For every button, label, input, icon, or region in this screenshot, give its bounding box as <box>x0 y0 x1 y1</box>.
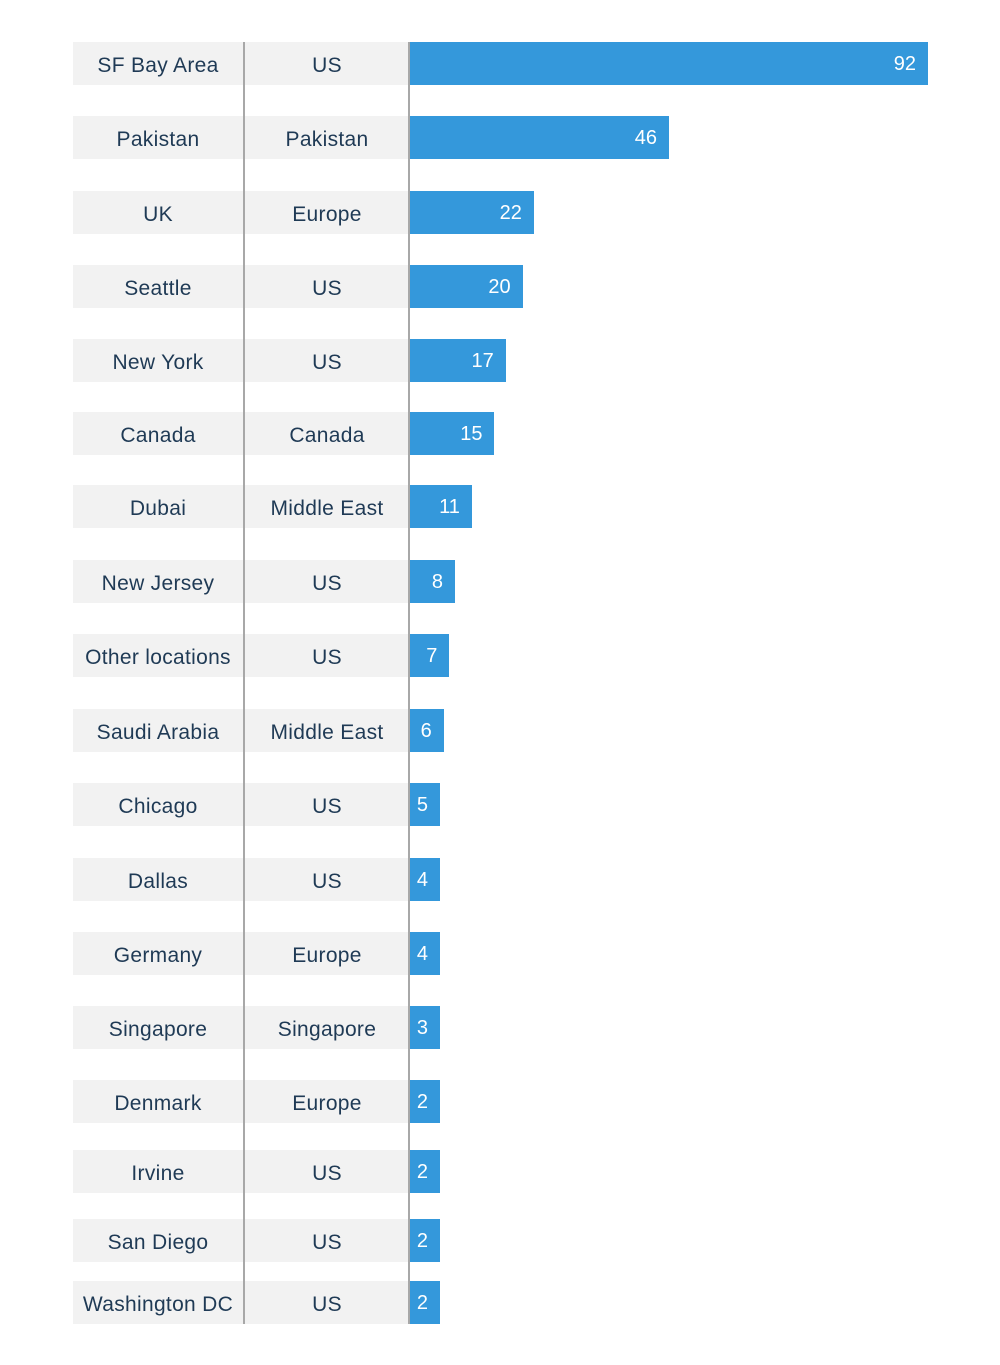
table-row <box>73 484 408 528</box>
location-label: New Jersey <box>101 571 215 595</box>
location-label: Denmark <box>114 1091 202 1115</box>
location-label: Seattle <box>124 276 192 300</box>
location-label: Germany <box>113 943 203 967</box>
bar-value-label: 17 <box>471 349 494 372</box>
table-row <box>73 1005 408 1049</box>
bar <box>410 190 534 234</box>
location-label: UK <box>143 202 173 226</box>
table-row <box>73 1280 408 1324</box>
table-row <box>73 857 408 901</box>
bar <box>410 1005 440 1049</box>
location-label: San Diego <box>107 1230 209 1254</box>
location-label: Washington DC <box>82 1292 234 1316</box>
location-label: Chicago <box>118 794 198 818</box>
region-label: US <box>312 350 342 374</box>
region-label: US <box>312 1292 342 1316</box>
table-row <box>73 931 408 975</box>
table-row <box>73 708 408 752</box>
region-label: US <box>312 1230 342 1254</box>
region-label: US <box>312 571 342 595</box>
region-label: Middle East <box>270 496 384 520</box>
bar-value-label: 6 <box>420 719 432 742</box>
bar-value-label: 4 <box>416 942 428 965</box>
region-label: Pakistan <box>285 127 369 151</box>
region-label: Singapore <box>277 1017 377 1041</box>
table-row <box>73 264 408 308</box>
location-label: Irvine <box>131 1161 185 1185</box>
bar <box>410 1079 440 1123</box>
table-row <box>73 1079 408 1123</box>
region-label: US <box>312 869 342 893</box>
bar <box>410 782 440 826</box>
bar <box>410 338 506 382</box>
bar-value-label: 20 <box>488 275 511 298</box>
region-label: US <box>312 645 342 669</box>
table-row <box>73 633 408 677</box>
bar <box>410 411 495 455</box>
bar-value-label: 11 <box>439 495 460 518</box>
bar-value-label: 2 <box>416 1229 428 1252</box>
table-row <box>73 559 408 603</box>
bar <box>410 41 928 85</box>
bar <box>410 1149 440 1193</box>
bar <box>410 115 669 159</box>
bar <box>410 857 440 901</box>
bar <box>410 931 440 975</box>
location-label: New York <box>112 350 204 374</box>
location-label: Singapore <box>108 1017 208 1041</box>
bar <box>410 1218 440 1262</box>
table-row <box>73 1149 408 1193</box>
bar <box>410 559 456 603</box>
location-label: Saudi Arabia <box>96 720 220 744</box>
location-label: Pakistan <box>116 127 200 151</box>
bar-value-label: 46 <box>634 126 657 149</box>
location-label: Dallas <box>127 869 189 893</box>
location-label: Canada <box>120 423 196 447</box>
bar <box>410 264 523 308</box>
location-label: Other locations <box>85 645 231 669</box>
region-label: Europe <box>292 943 362 967</box>
table-row <box>73 782 408 826</box>
region-label: US <box>312 1161 342 1185</box>
bar-value-label: 4 <box>416 868 428 891</box>
bar <box>410 1280 440 1324</box>
bar-value-label: 2 <box>416 1160 428 1183</box>
bar-value-label: 92 <box>893 52 916 75</box>
table-row <box>73 411 408 455</box>
region-label: US <box>312 794 342 818</box>
bar-value-label: 5 <box>416 793 428 816</box>
region-label: Canada <box>289 423 365 447</box>
bar <box>410 633 450 677</box>
axis-divider <box>408 41 410 1324</box>
bar <box>410 484 472 528</box>
region-label: Middle East <box>270 720 384 744</box>
column-divider <box>243 41 245 1324</box>
bar-value-label: 22 <box>499 201 522 224</box>
region-label: US <box>312 276 342 300</box>
bar-value-label: 8 <box>431 570 444 593</box>
bar-value-label: 3 <box>416 1016 428 1039</box>
table-row <box>73 338 408 382</box>
table-row <box>73 190 408 234</box>
location-label: SF Bay Area <box>97 53 219 77</box>
region-label: US <box>312 53 342 77</box>
bar <box>410 708 444 752</box>
table-row <box>73 1218 408 1262</box>
location-label: Dubai <box>129 496 187 520</box>
table-row <box>73 115 408 159</box>
bar-value-label: 2 <box>416 1291 428 1314</box>
bar-value-label: 7 <box>426 644 438 667</box>
bar-value-label: 2 <box>416 1090 428 1113</box>
table-row <box>73 41 408 85</box>
bar-value-label: 15 <box>460 422 483 445</box>
region-label: Europe <box>292 1091 362 1115</box>
region-label: Europe <box>292 202 362 226</box>
